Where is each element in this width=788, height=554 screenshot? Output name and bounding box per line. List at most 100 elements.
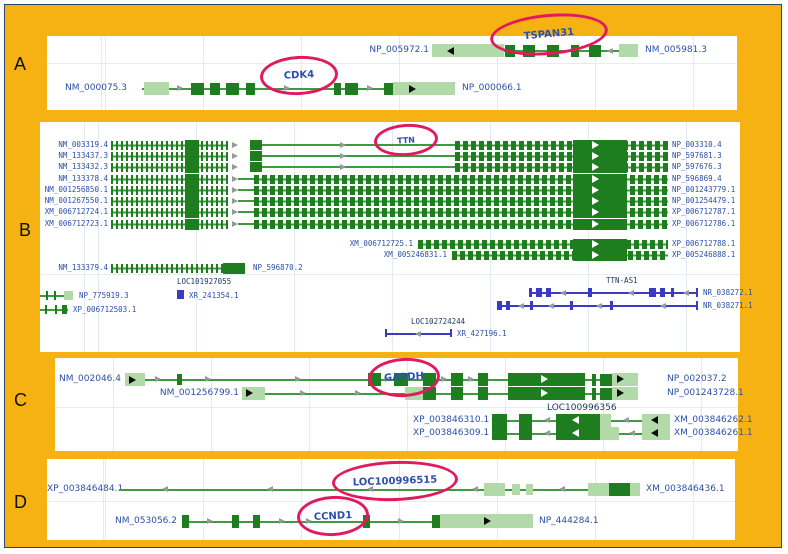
rna-exon-block <box>177 290 184 299</box>
utr-block <box>612 387 638 400</box>
direction-arrow-icon <box>232 142 238 148</box>
accession-label: XP_006712787.1 <box>672 207 736 216</box>
exon-block <box>46 291 48 300</box>
gene-label-ttn: TTN <box>396 134 416 146</box>
intron-line <box>119 489 640 491</box>
exon-cluster <box>111 141 228 150</box>
exon-block <box>368 373 381 386</box>
intron-line <box>432 50 638 52</box>
direction-arrow-icon <box>472 486 478 492</box>
direction-arrow-icon <box>415 331 421 337</box>
utr-block <box>393 82 455 95</box>
utr-block <box>405 387 423 400</box>
accession-label: NM_133379.4 <box>58 263 108 272</box>
exon-cluster <box>111 264 223 273</box>
exon-block <box>210 83 220 95</box>
exon-block <box>492 414 507 427</box>
gene-label-tspan31: TSPAN31 <box>523 26 575 43</box>
exon-block <box>226 83 239 95</box>
exon-block <box>573 219 627 230</box>
rna-exon-block <box>649 288 656 297</box>
direction-arrow-icon <box>628 290 634 296</box>
gene-label-loc100996515: LOC100996515 <box>352 474 438 488</box>
exon-block <box>45 305 47 314</box>
exon-block <box>55 305 57 314</box>
direction-arrow-icon <box>367 486 373 492</box>
rna-exon-block <box>536 288 542 297</box>
strand-arrow-icon <box>592 220 599 228</box>
direction-arrow-icon <box>596 303 602 309</box>
direction-arrow-icon <box>683 290 689 296</box>
accession-label: NP_775919.3 <box>79 291 129 300</box>
direction-arrow-icon <box>162 486 168 492</box>
locus-label: LOC100996356 <box>547 403 617 413</box>
panel-b: NM_003319.4 NP_003310.4 NM_133437.3 NP_5976… <box>40 122 753 352</box>
direction-arrow-icon <box>232 164 238 170</box>
direction-arrow-icon <box>232 153 238 159</box>
accession-label: NM_001256850.1 <box>44 185 108 194</box>
intron-line <box>40 309 68 311</box>
grid-line <box>47 63 737 64</box>
exon-block <box>185 219 199 230</box>
gene-label-cdk4: CDK4 <box>283 69 315 82</box>
strand-arrow-icon <box>592 251 599 259</box>
exon-block <box>185 207 199 218</box>
exon-block <box>573 151 627 162</box>
grid-line <box>40 274 740 275</box>
direction-arrow-icon <box>623 417 629 423</box>
accession-label: NP_003310.4 <box>672 140 722 149</box>
accession-label: XM_006712724.1 <box>44 207 108 216</box>
direction-arrow-icon <box>398 518 404 524</box>
accession-label: NM_002046.4 <box>59 374 121 384</box>
exon-block <box>384 83 393 95</box>
accession-label: XP_005246888.1 <box>672 250 736 259</box>
strand-arrow-icon <box>484 517 491 525</box>
accession-label: NM_000075.3 <box>65 83 127 93</box>
exon-block <box>54 291 56 300</box>
exon-block <box>185 140 199 151</box>
accession-label: NP_002037.2 <box>667 374 727 384</box>
strand-arrow-icon <box>409 85 416 93</box>
intron-line <box>238 211 254 213</box>
utr-block <box>512 484 520 495</box>
exon-block <box>609 483 630 496</box>
strand-arrow-icon <box>617 375 624 383</box>
utr-block <box>484 483 505 496</box>
rna-exon-block <box>696 288 698 297</box>
accession-label: NM_053056.2 <box>115 516 177 526</box>
direction-arrow-icon <box>518 303 524 309</box>
accession-label: XM_006712723.1 <box>44 219 108 228</box>
direction-arrow-icon <box>207 518 213 524</box>
panel-letter-d: D <box>14 492 27 512</box>
intron-line <box>529 292 698 294</box>
direction-arrow-icon <box>660 303 666 309</box>
accession-label: NM_133437.3 <box>58 151 108 160</box>
strand-arrow-icon <box>592 163 599 171</box>
intron-line <box>238 200 254 202</box>
exon-block <box>185 151 199 162</box>
direction-arrow-icon <box>177 85 183 91</box>
direction-arrow-icon <box>544 417 550 423</box>
exon-block <box>246 83 255 95</box>
exon-cluster <box>111 186 228 195</box>
exon-block <box>573 207 627 218</box>
exon-block <box>185 174 199 185</box>
exon-cluster <box>455 152 668 161</box>
exon-cluster <box>254 197 668 206</box>
exon-block <box>592 374 596 386</box>
exon-block <box>492 427 507 440</box>
accession-label: NP_596869.4 <box>672 174 722 183</box>
rna-exon-block <box>497 301 502 310</box>
intron-line <box>238 178 254 180</box>
exon-block <box>451 373 463 386</box>
rna-exon-block <box>696 301 698 310</box>
accession-label: LOC102724244 <box>411 317 466 326</box>
direction-arrow-icon <box>232 198 238 204</box>
accession-label: XP_003846484.1 <box>47 484 124 494</box>
utr-block <box>64 291 73 300</box>
direction-arrow-icon <box>468 376 474 382</box>
utr-block <box>630 483 640 496</box>
gene-label-gapdh: GAPDH <box>383 370 425 385</box>
rna-exon-block <box>660 288 665 297</box>
accession-label: NP_001243779.1 <box>672 185 736 194</box>
